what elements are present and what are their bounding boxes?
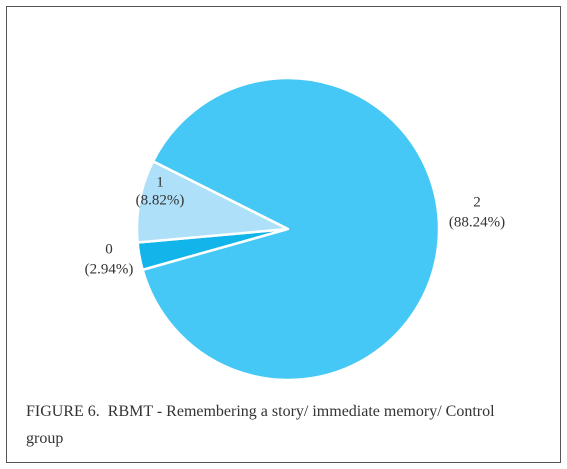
frame	[6, 6, 561, 463]
slice-value: (8.82%)	[136, 192, 185, 208]
slice-category: 0	[105, 241, 113, 257]
slice-value: (2.94%)	[85, 261, 134, 277]
slice-value: (88.24%)	[449, 214, 505, 230]
slice-category: 2	[473, 194, 481, 210]
pie-slice	[135, 160, 290, 244]
slice-category: 1	[156, 174, 164, 190]
caption: FIGURE 6. RBMT - Remembering a story/ im…	[26, 403, 499, 447]
pie-slice	[141, 76, 441, 382]
